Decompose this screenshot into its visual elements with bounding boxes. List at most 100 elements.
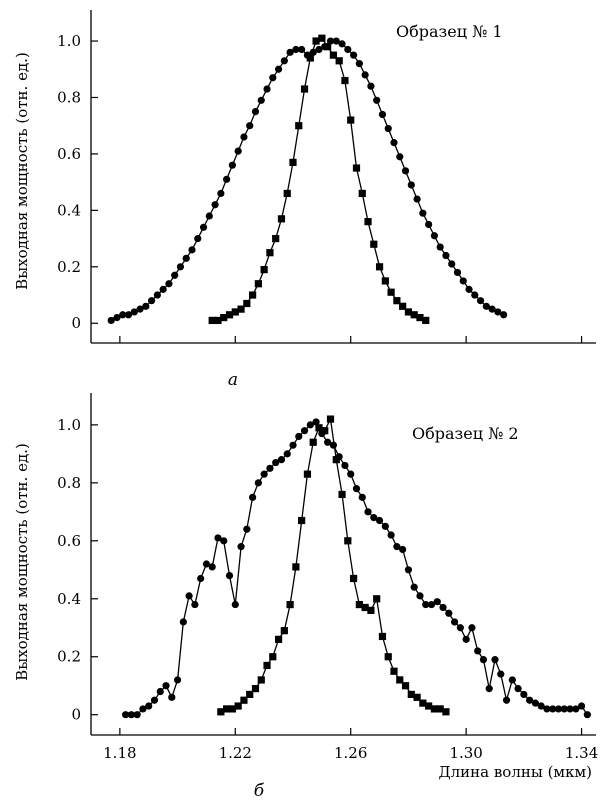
data-point-circle (387, 531, 395, 539)
data-point-square (298, 516, 306, 525)
data-point-circle (223, 175, 231, 183)
data-point-circle (205, 212, 213, 220)
x-tick-label: 1.30 (449, 744, 482, 762)
data-point-square (286, 600, 294, 609)
data-point-circle (191, 600, 199, 609)
data-point-circle (168, 693, 176, 701)
data-point-circle (430, 232, 438, 240)
data-point-circle (165, 280, 173, 288)
data-point-circle (176, 263, 185, 271)
data-point-circle (425, 220, 433, 229)
data-point-circle (243, 525, 251, 533)
y-tick-label: 0.6 (57, 145, 81, 163)
data-point-circle (442, 251, 450, 260)
data-point-circle (199, 223, 208, 231)
data-point-square (295, 122, 303, 130)
data-point-circle (502, 696, 511, 704)
data-point-square (217, 708, 225, 716)
data-point-square (309, 438, 317, 446)
data-point-circle (257, 96, 265, 104)
y-tick-label: 0.8 (57, 88, 81, 106)
data-point-circle (251, 107, 260, 116)
data-point-circle (488, 305, 496, 313)
data-point-circle (361, 71, 369, 79)
data-point-circle (298, 45, 306, 54)
data-point-square (246, 690, 254, 699)
panel-b: Выходная мощность (отн. ед.) 00.20.40.60… (13, 393, 598, 801)
data-point-square (375, 263, 384, 271)
data-point-circle (136, 305, 144, 313)
data-point-circle (295, 432, 303, 441)
data-point-circle (419, 209, 427, 217)
data-point-square (312, 37, 320, 45)
data-point-square (231, 308, 239, 316)
data-point-circle (280, 57, 288, 65)
data-point-square (277, 215, 286, 223)
data-point-circle (124, 311, 133, 319)
data-point-square (321, 427, 329, 435)
data-point-square (214, 316, 222, 325)
data-point-circle (332, 37, 340, 45)
data-point-circle (240, 133, 248, 141)
data-point-circle (543, 705, 551, 713)
data-point-square (352, 164, 361, 172)
data-point-square (280, 627, 288, 635)
data-point-circle (315, 45, 323, 54)
data-point-circle (352, 485, 361, 493)
data-point-circle (197, 574, 205, 583)
data-point-circle (401, 167, 410, 175)
data-point-circle (202, 560, 211, 568)
data-point-square (347, 116, 355, 124)
data-point-circle (300, 427, 309, 435)
panel-b-ylabel: Выходная мощность (отн. ед.) (13, 443, 31, 681)
data-point-circle (153, 291, 161, 299)
data-point-circle (465, 285, 473, 293)
data-point-circle (456, 624, 464, 632)
data-point-circle (462, 635, 470, 643)
data-point-circle (231, 600, 239, 609)
data-point-circle (289, 441, 297, 449)
data-point-square (413, 693, 421, 701)
data-point-square (223, 705, 231, 713)
data-point-circle (139, 705, 147, 713)
data-point-circle (404, 566, 413, 574)
data-point-circle (324, 438, 332, 446)
data-point-square (410, 311, 418, 319)
data-point-square (315, 424, 323, 432)
data-point-circle (549, 705, 557, 713)
data-point-circle (390, 139, 398, 147)
data-point-square (228, 705, 236, 713)
x-tick-label: 1.22 (219, 744, 252, 762)
data-point-square (303, 470, 312, 478)
panel-b-annotation: Образец № 2 (412, 424, 519, 443)
data-point-circle (500, 311, 508, 319)
data-point-square (378, 632, 387, 641)
panel-b-letter: б (254, 781, 265, 801)
y-tick-label: 0.8 (57, 474, 81, 492)
data-point-circle (367, 82, 375, 90)
data-point-circle (266, 464, 274, 472)
data-point-circle (217, 189, 225, 198)
data-point-square (237, 305, 245, 313)
data-point-square (251, 685, 260, 693)
panel-a-annotation: Образец № 1 (396, 22, 503, 41)
data-point-circle (260, 470, 268, 478)
data-point-square (269, 653, 277, 661)
data-point-square (370, 240, 378, 248)
data-point-circle (194, 234, 202, 243)
data-point-circle (396, 153, 404, 161)
data-point-circle (471, 291, 479, 299)
data-point-circle (344, 45, 352, 54)
data-point-circle (413, 195, 421, 203)
data-point-square (260, 266, 268, 274)
data-point-square (393, 297, 401, 305)
data-point-square (338, 490, 346, 499)
data-point-circle (358, 493, 366, 501)
data-point-circle (283, 450, 291, 458)
panel-a-ylabel: Выходная мощность (отн. ед.) (13, 52, 31, 290)
data-point-circle (436, 243, 444, 251)
data-point-circle (560, 705, 568, 713)
data-point-square (390, 667, 398, 675)
data-point-circle (448, 260, 456, 268)
data-point-circle (370, 514, 378, 522)
